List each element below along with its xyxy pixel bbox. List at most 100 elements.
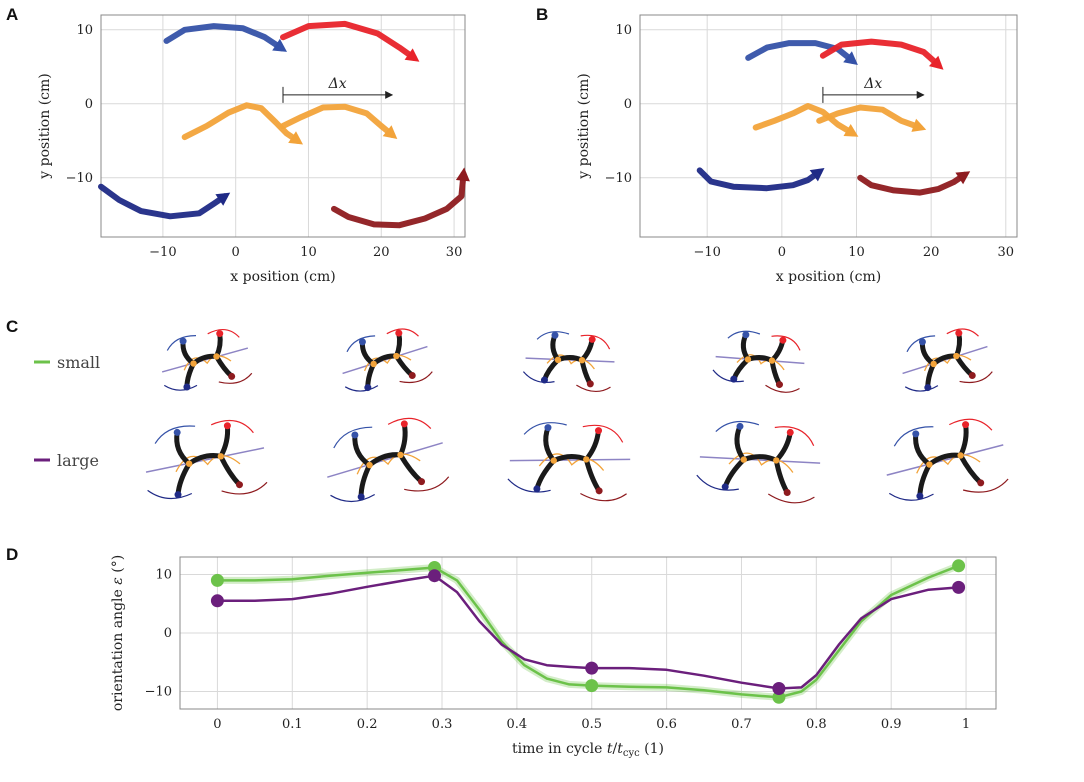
small-series-marker xyxy=(585,679,599,693)
hind-right-trail xyxy=(404,476,450,492)
large-series-marker xyxy=(428,569,441,583)
panel-b-chart: x position (cm) y position (cm) Δx −10 0 1… xyxy=(576,14,1018,285)
front-left-trail xyxy=(154,425,196,444)
panel-a-xlabel: x position (cm) xyxy=(230,269,335,285)
torso-joint xyxy=(397,451,404,459)
foot-hind-left xyxy=(364,384,372,392)
small-series-marker xyxy=(210,573,224,587)
robot-snapshot-large xyxy=(327,417,450,503)
foot-hind-right xyxy=(977,479,985,487)
robot-snapshot-grid xyxy=(145,328,1009,504)
x-tick-label: 0 xyxy=(213,717,221,732)
leg-hind-left xyxy=(175,461,192,498)
robot-snapshot-small xyxy=(522,331,615,392)
panel-a-trajectory-front-right-foot xyxy=(280,20,417,61)
panel-letter-b: B xyxy=(536,5,548,24)
hind-left-trail xyxy=(522,371,555,383)
x-tick-label: −10 xyxy=(149,245,176,260)
leg-front-right xyxy=(583,428,601,462)
panel-a-trajectory-hind-left-foot xyxy=(98,183,228,220)
x-tick-label: 0.6 xyxy=(656,717,677,732)
foot-front-left xyxy=(173,428,181,436)
panel-a-trajectory-arrowhead xyxy=(382,125,398,139)
foot-hind-left xyxy=(924,384,932,392)
panel-a-delta-x-label: Δx xyxy=(328,76,347,92)
torso-joint xyxy=(550,457,557,464)
x-tick-label: 1 xyxy=(962,717,970,732)
torso xyxy=(931,353,959,367)
foot-front-left xyxy=(551,331,559,339)
orientation-line xyxy=(886,444,1004,476)
plot-frame xyxy=(179,556,997,710)
panel-a-trajectory-front-left-foot xyxy=(163,23,285,52)
leg-hind-right xyxy=(769,358,782,388)
x-tick-label: 30 xyxy=(998,245,1015,260)
panel-a-trajectory-arrowhead xyxy=(404,48,420,62)
x-tick-label: −10 xyxy=(693,245,720,260)
front-right-trail xyxy=(580,334,611,350)
panel-letter-d: D xyxy=(6,545,18,564)
front-left-trail xyxy=(333,426,373,449)
x-tick-label: 0 xyxy=(778,245,786,260)
panel-d-ylabel: orientation angle ε (°) xyxy=(110,555,126,711)
hind-right-trail xyxy=(962,478,1009,493)
torso-joint xyxy=(773,457,780,464)
y-tick-label: −10 xyxy=(66,171,93,186)
torso-joint xyxy=(366,461,373,469)
hind-left-trail xyxy=(344,385,379,392)
small-series-line xyxy=(217,564,960,699)
hind-right-trail xyxy=(580,492,627,502)
robot-snapshot-large xyxy=(145,419,268,500)
legend-large-label: large xyxy=(57,451,99,470)
leg-front-left xyxy=(913,431,932,467)
hind-right-trail xyxy=(767,493,815,504)
panel-b-delta-x-label: Δx xyxy=(863,76,882,92)
hind-right-trail xyxy=(959,371,993,384)
panel-b-trajectory-front-left-foot xyxy=(745,40,856,64)
panel-a-trajectory-torso-front xyxy=(181,102,301,144)
y-tick-label: 10 xyxy=(615,23,632,38)
large-series-line xyxy=(217,574,959,690)
foot-front-right xyxy=(955,329,963,337)
front-right-trail xyxy=(774,426,815,446)
torso-joint xyxy=(744,356,752,363)
foot-hind-left xyxy=(540,376,548,384)
foot-front-left xyxy=(912,430,920,438)
panel-b-trajectory-arrowhead xyxy=(929,55,944,70)
hind-right-trail xyxy=(576,384,611,392)
foot-hind-right xyxy=(586,380,594,388)
front-left-trail xyxy=(166,334,197,351)
torso-joint xyxy=(768,357,776,364)
x-tick-label: 20 xyxy=(923,245,940,260)
large-series-marker xyxy=(585,661,599,675)
leg-hind-left xyxy=(358,462,372,500)
hind-left-trail xyxy=(888,492,934,501)
torso-joint xyxy=(370,360,377,368)
y-tick-label: −10 xyxy=(605,171,632,186)
panel-a-chart: x position (cm) y position (cm) Δx −10 0 1… xyxy=(37,14,470,285)
panel-a-trajectory-torso-back xyxy=(280,103,396,138)
torso-joint xyxy=(930,360,937,368)
plot-frame xyxy=(639,14,1018,238)
robot-snapshot-small xyxy=(161,329,253,391)
torso-joint xyxy=(393,352,400,360)
x-tick-label: 0 xyxy=(232,245,240,260)
orientation-line xyxy=(715,355,805,365)
leg-hind-left xyxy=(925,361,937,391)
small-series-marker xyxy=(952,559,966,573)
torso-joint xyxy=(578,356,586,364)
front-left-trail xyxy=(893,426,934,447)
front-left-trail xyxy=(346,335,376,353)
leg-front-left xyxy=(359,339,377,367)
leg-front-left xyxy=(352,432,372,468)
robot-snapshot-large xyxy=(507,422,631,502)
front-right-trail xyxy=(946,328,979,337)
foot-front-right xyxy=(400,420,408,428)
robot-snapshot-small xyxy=(902,328,993,392)
hind-left-trail xyxy=(147,489,193,500)
front-right-trail xyxy=(210,419,254,434)
panel-b-ylabel: y position (cm) xyxy=(576,73,592,179)
leg-hind-left xyxy=(184,361,196,390)
hind-right-trail xyxy=(218,372,253,384)
